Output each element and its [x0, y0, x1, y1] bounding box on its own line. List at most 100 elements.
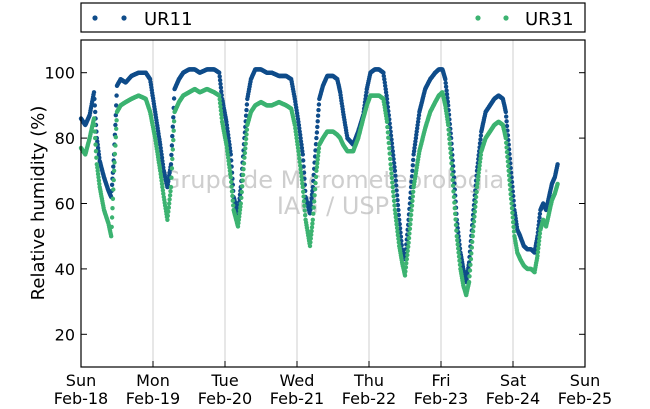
data-point-ur11 — [217, 78, 223, 83]
data-point-ur31 — [474, 184, 480, 190]
data-point-ur11 — [114, 93, 119, 98]
data-point-ur11 — [536, 219, 542, 224]
data-point-ur31 — [385, 130, 391, 135]
data-point-ur31 — [165, 213, 170, 218]
data-point-ur31 — [244, 132, 249, 137]
legend-marker-ur11 — [92, 15, 98, 21]
data-point-ur31 — [299, 174, 304, 179]
data-point-ur31 — [219, 112, 224, 117]
data-point-ur31 — [411, 189, 416, 194]
x-tick-day: Fri — [431, 371, 450, 390]
data-point-ur31 — [242, 155, 247, 160]
data-point-ur31 — [243, 146, 248, 151]
data-point-ur31 — [315, 157, 320, 162]
data-point-ur31 — [225, 152, 230, 157]
data-point-ur31 — [93, 149, 99, 154]
data-point-ur11 — [444, 88, 449, 93]
data-point-ur11 — [503, 109, 508, 115]
data-point-ur11 — [478, 133, 484, 138]
data-point-ur31 — [112, 151, 118, 157]
data-point-ur31 — [506, 163, 511, 169]
data-point-ur11 — [219, 89, 224, 94]
data-point-ur31 — [446, 132, 452, 137]
data-point-ur31 — [451, 194, 457, 200]
data-point-ur31 — [477, 163, 482, 168]
data-point-ur31 — [471, 224, 476, 229]
data-point-ur31 — [395, 229, 400, 234]
x-tick-day: Sun — [66, 371, 96, 390]
data-point-ur11 — [382, 77, 387, 82]
data-point-ur11 — [218, 85, 224, 90]
data-point-ur31 — [227, 168, 233, 173]
data-point-ur11 — [416, 116, 421, 121]
data-point-ur11 — [92, 96, 97, 102]
data-point-ur11 — [383, 86, 388, 92]
data-point-ur31 — [225, 149, 230, 154]
data-point-ur11 — [224, 122, 230, 128]
data-point-ur31 — [394, 218, 399, 223]
data-point-ur31 — [109, 234, 114, 239]
data-point-ur31 — [309, 232, 314, 237]
data-point-ur31 — [166, 209, 171, 214]
data-point-ur31 — [238, 204, 243, 209]
data-point-ur11 — [392, 168, 398, 173]
data-point-ur31 — [111, 187, 116, 192]
data-point-ur31 — [450, 183, 456, 188]
data-point-ur31 — [229, 179, 234, 185]
watermark-line-1: Grupo de Micrometeorologia — [162, 166, 504, 194]
data-point-ur31 — [450, 172, 455, 177]
x-tick-date: Feb-19 — [126, 389, 180, 408]
data-point-ur31 — [301, 194, 306, 199]
x-tick-date: Feb-21 — [270, 389, 324, 408]
x-tick-day: Mon — [136, 371, 170, 390]
data-point-ur31 — [110, 206, 115, 211]
data-point-ur31 — [300, 184, 305, 190]
data-point-ur31 — [165, 217, 170, 222]
data-point-ur11 — [315, 119, 320, 124]
x-tick-day: Wed — [280, 371, 315, 390]
data-point-ur11 — [113, 113, 119, 118]
data-point-ur31 — [466, 279, 472, 285]
x-tick-day: Tue — [210, 371, 238, 390]
data-point-ur31 — [299, 177, 305, 183]
data-point-ur31 — [293, 126, 298, 131]
data-point-ur31 — [388, 156, 393, 162]
data-point-ur31 — [508, 192, 513, 197]
data-point-ur31 — [226, 155, 231, 160]
data-point-ur31 — [244, 127, 250, 132]
data-point-ur31 — [452, 206, 457, 211]
data-point-ur31 — [302, 203, 307, 208]
data-point-ur31 — [448, 150, 453, 156]
legend-marker-ur31 — [475, 15, 481, 21]
data-point-ur31 — [217, 97, 222, 102]
data-point-ur11 — [412, 142, 418, 147]
data-point-ur31 — [504, 149, 510, 155]
data-point-ur31 — [389, 171, 394, 176]
data-point-ur31 — [403, 269, 408, 274]
data-point-ur11 — [316, 107, 321, 113]
data-point-ur11 — [410, 168, 415, 173]
data-point-ur31 — [218, 108, 224, 113]
data-point-ur31 — [394, 222, 399, 227]
data-point-ur11 — [392, 164, 397, 170]
data-point-ur11 — [169, 152, 174, 158]
data-point-ur31 — [391, 194, 396, 199]
data-point-ur11 — [296, 122, 302, 128]
data-point-ur31 — [160, 184, 165, 190]
data-point-ur11 — [409, 174, 415, 179]
data-point-ur11 — [299, 145, 305, 151]
data-point-ur31 — [453, 217, 458, 222]
x-axis-ticks: SunFeb-18MonFeb-19TueFeb-20WedFeb-21ThuF… — [54, 361, 612, 408]
data-point-ur11 — [416, 113, 422, 118]
data-point-ur31 — [409, 208, 414, 213]
data-point-ur11 — [96, 152, 102, 157]
data-point-ur31 — [387, 146, 392, 151]
data-point-ur11 — [113, 122, 118, 128]
data-point-ur31 — [409, 203, 415, 208]
data-point-ur31 — [242, 150, 248, 156]
data-point-ur11 — [299, 142, 304, 147]
data-point-ur11 — [228, 152, 233, 157]
data-point-ur11 — [244, 107, 249, 113]
data-point-ur31 — [471, 219, 477, 224]
data-point-ur31 — [315, 153, 321, 159]
